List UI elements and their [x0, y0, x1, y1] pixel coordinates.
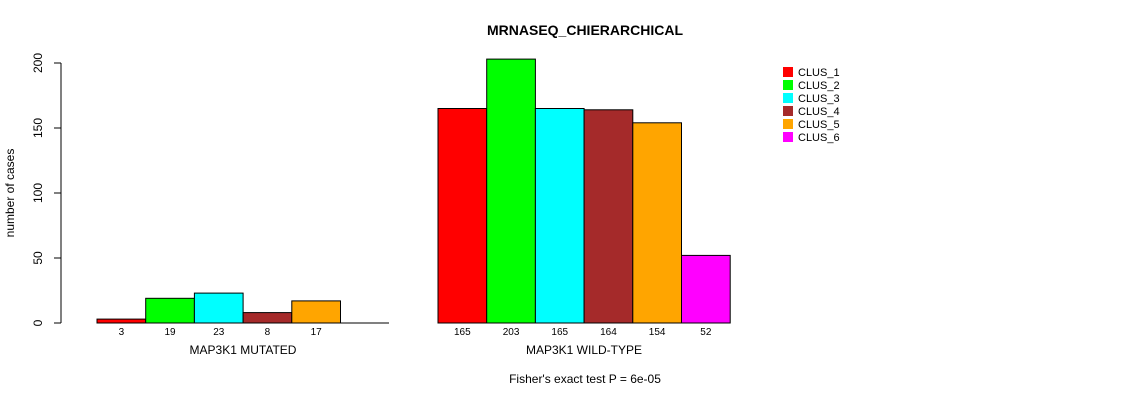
- y-tick-label: 100: [31, 183, 45, 203]
- y-axis-label: number of cases: [3, 149, 17, 238]
- legend-swatch: [783, 119, 793, 129]
- bar-value-label: 19: [164, 327, 176, 338]
- bar-clus_5: [291, 300, 341, 324]
- bar-clus_4: [583, 109, 634, 324]
- bar-value-label: 154: [649, 327, 666, 338]
- legend-label: CLUS_1: [798, 67, 840, 79]
- legend-swatch: [783, 67, 793, 77]
- bar-value-label: 23: [213, 327, 225, 338]
- bar-value-label: 17: [311, 327, 323, 338]
- legend-swatch: [783, 80, 793, 90]
- chart-title: MRNASEQ_CHIERARCHICAL: [487, 22, 683, 38]
- footnote: Fisher's exact test P = 6e-05: [509, 372, 661, 386]
- legend-label: CLUS_4: [798, 106, 840, 118]
- y-axis: 0 50 100 150 200: [31, 53, 62, 326]
- y-tick-label: 0: [31, 319, 45, 326]
- y-tick-label: 200: [31, 53, 45, 73]
- bar-clus_1: [437, 108, 488, 324]
- bar-value-label: 8: [265, 327, 271, 338]
- bar-clus_2: [486, 58, 536, 324]
- bar-value-label: 165: [551, 327, 568, 338]
- bar-value-label: 164: [600, 327, 617, 338]
- group-label: MAP3K1 MUTATED: [190, 343, 297, 357]
- bar-clus_6: [681, 254, 731, 324]
- bar-value-label: 203: [503, 327, 520, 338]
- legend-swatch: [783, 93, 793, 103]
- panel-wild-type: 165 203 165 164 154 52 MAP3K1 WILD-TYPE: [437, 58, 731, 357]
- bar-clus_3: [193, 292, 244, 324]
- legend-swatch: [783, 132, 793, 142]
- bar-clus_2: [145, 297, 195, 324]
- panel-mutated: 3 19 23 8 17 MAP3K1 MUTATED: [96, 292, 389, 357]
- legend-label: CLUS_5: [798, 119, 840, 131]
- y-tick-label: 50: [31, 251, 45, 265]
- legend-swatch: [783, 106, 793, 116]
- legend-label: CLUS_6: [798, 132, 840, 144]
- bar-value-label: 3: [119, 327, 125, 338]
- bar-clus_4: [242, 312, 293, 324]
- legend-label: CLUS_3: [798, 93, 840, 105]
- group-label: MAP3K1 WILD-TYPE: [526, 343, 642, 357]
- bar-clus_1: [96, 318, 147, 324]
- y-tick-label: 150: [31, 118, 45, 138]
- bar-clus_5: [632, 122, 682, 324]
- legend-label: CLUS_2: [798, 80, 840, 92]
- bar-value-label: 165: [454, 327, 471, 338]
- bar-clus_3: [534, 108, 585, 324]
- bar-value-label: 52: [700, 327, 712, 338]
